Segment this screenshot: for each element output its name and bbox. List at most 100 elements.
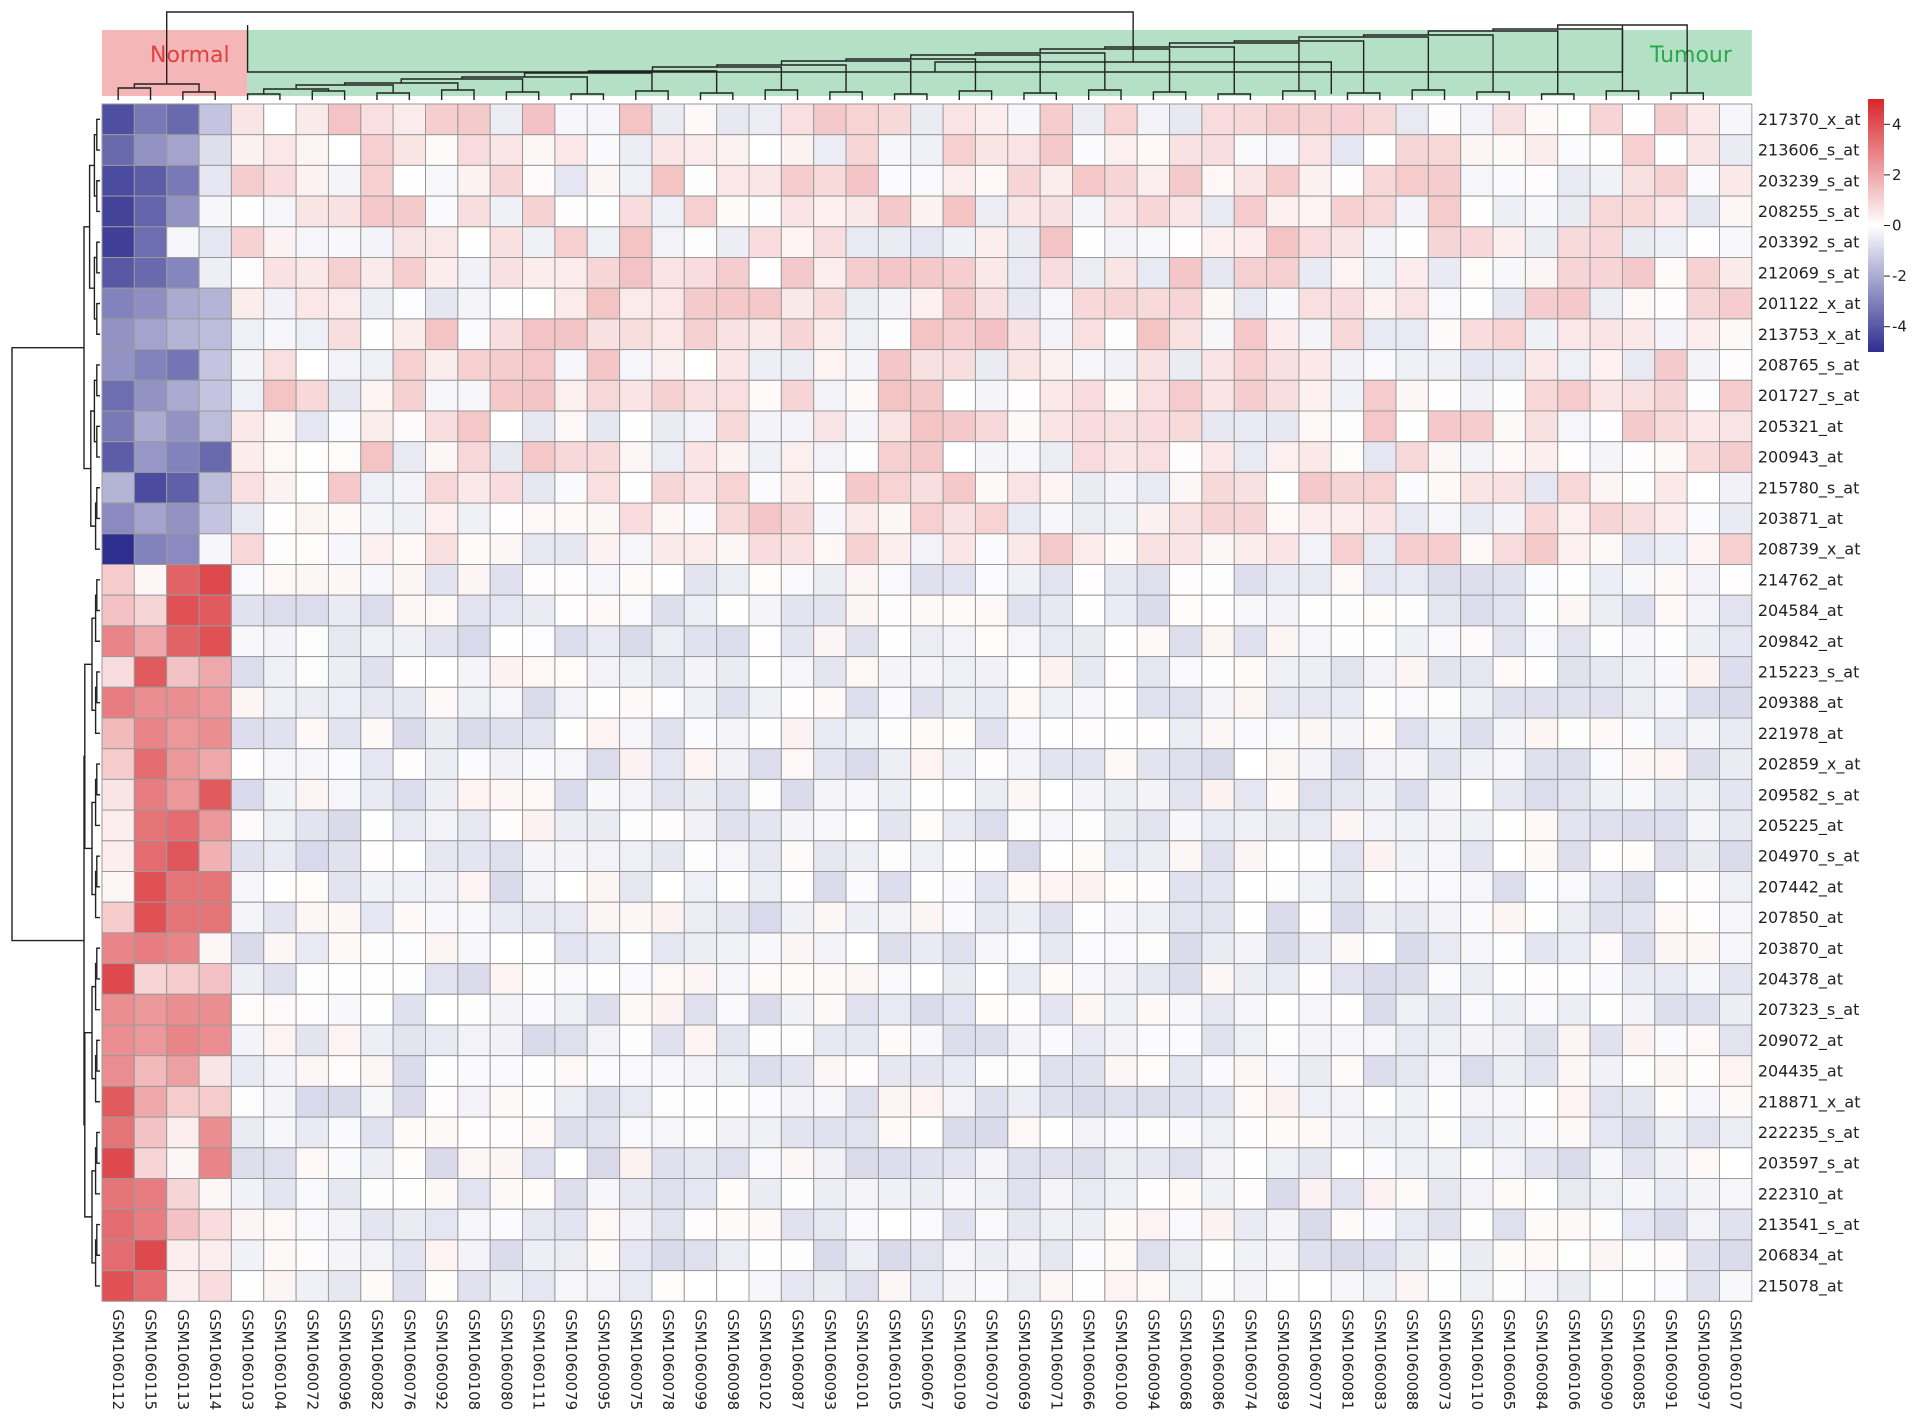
heatmap-cell: [457, 533, 491, 565]
heatmap-cell: [586, 871, 621, 903]
heatmap-cell: [1654, 1116, 1688, 1149]
row-dendrogram: [11, 118, 100, 1287]
heatmap-cell: [1136, 502, 1171, 535]
heatmap-cell: [1719, 195, 1753, 228]
heatmap-cell: [619, 410, 653, 443]
heatmap-cell: [1233, 103, 1268, 136]
heatmap-cell: [910, 594, 944, 627]
row-label: 208765_s_at: [1758, 356, 1860, 376]
heatmap-cell: [1330, 748, 1365, 780]
heatmap-cell: [1039, 594, 1074, 627]
heatmap-cell: [1169, 1116, 1203, 1149]
heatmap-cell: [1104, 502, 1138, 535]
heatmap-cell: [198, 963, 232, 995]
heatmap-cell: [910, 441, 944, 473]
heatmap-cell: [133, 1147, 168, 1180]
column-label: GSM1060113: [174, 1309, 192, 1410]
heatmap-cell: [1492, 932, 1526, 965]
heatmap-cell: [1557, 1147, 1591, 1180]
heatmap-cell: [230, 226, 265, 259]
row-dendrogram-branch: [94, 962, 100, 1011]
heatmap-cell: [457, 1208, 491, 1241]
heatmap-cell: [1233, 195, 1268, 228]
heatmap-cell: [489, 1147, 524, 1180]
heatmap-cell: [166, 871, 200, 903]
heatmap-cell: [1330, 502, 1365, 535]
heatmap-cell: [327, 164, 362, 197]
heatmap-cell: [425, 226, 459, 259]
heatmap-cell: [651, 103, 685, 136]
heatmap-cell: [780, 1239, 815, 1272]
heatmap-cell: [619, 318, 653, 351]
heatmap-cell: [1395, 502, 1429, 535]
heatmap-cell: [1266, 840, 1300, 872]
heatmap-cell: [101, 564, 135, 596]
heatmap-cell: [1363, 809, 1397, 842]
heatmap-cell: [1363, 226, 1397, 259]
row-dendrogram-branch: [94, 502, 100, 550]
heatmap-cell: [1201, 1208, 1235, 1241]
heatmap-cell: [489, 471, 524, 504]
heatmap-cell: [877, 318, 912, 351]
heatmap-cell: [877, 1085, 912, 1118]
heatmap-cell: [522, 594, 556, 627]
heatmap-cell: [974, 1116, 1009, 1149]
heatmap-cell: [1233, 656, 1268, 688]
heatmap-cell: [457, 195, 491, 228]
heatmap-cell: [586, 195, 621, 228]
heatmap-cell: [1621, 871, 1656, 903]
heatmap-cell: [327, 134, 362, 166]
heatmap-cell: [813, 901, 847, 934]
heatmap-cell: [1557, 533, 1591, 565]
heatmap-cell: [974, 195, 1009, 228]
heatmap-cell: [295, 748, 329, 780]
heatmap-cell: [1072, 993, 1106, 1026]
heatmap-cell: [522, 901, 556, 934]
row-label: 218871_x_at: [1758, 1092, 1861, 1112]
heatmap-cell: [1621, 1055, 1656, 1087]
heatmap-cell: [392, 1055, 426, 1087]
heatmap-cell: [942, 533, 976, 565]
heatmap-cell: [263, 901, 297, 934]
heatmap-cell: [942, 1055, 976, 1087]
heatmap-cell: [1330, 778, 1365, 811]
heatmap-cell: [425, 564, 459, 596]
heatmap-cell: [1266, 226, 1300, 259]
heatmap-cell: [198, 686, 232, 719]
heatmap-cell: [327, 471, 362, 504]
heatmap-cell: [198, 1239, 232, 1272]
heatmap-cell: [1039, 993, 1074, 1026]
heatmap-cell: [1298, 717, 1332, 750]
heatmap-cell: [877, 1208, 912, 1241]
heatmap-cell: [1266, 1147, 1300, 1180]
heatmap-cell: [974, 963, 1009, 995]
heatmap-cell: [327, 1239, 362, 1272]
heatmap-cell: [651, 134, 685, 166]
heatmap-cell: [1104, 1116, 1138, 1149]
heatmap-cell: [1104, 871, 1138, 903]
heatmap-cell: [1686, 1055, 1721, 1087]
heatmap-cell: [813, 257, 847, 289]
heatmap-cell: [1104, 103, 1138, 136]
heatmap-cell: [1686, 287, 1721, 320]
heatmap-cell: [1072, 1208, 1106, 1241]
heatmap-cell: [1136, 871, 1171, 903]
heatmap-cell: [1589, 1055, 1623, 1087]
heatmap-cell: [1363, 717, 1397, 750]
heatmap-cell: [1363, 103, 1397, 136]
heatmap-cell: [651, 287, 685, 320]
heatmap-cell: [166, 686, 200, 719]
heatmap-cell: [457, 748, 491, 780]
heatmap-cell: [1524, 840, 1559, 872]
heatmap-cell: [295, 809, 329, 842]
heatmap-cell: [1492, 625, 1526, 658]
heatmap-cell: [1136, 287, 1171, 320]
heatmap-cell: [198, 748, 232, 780]
column-label: GSM1060102: [756, 1309, 774, 1410]
heatmap-cell: [425, 809, 459, 842]
column-label: GSM1060101: [853, 1309, 871, 1410]
heatmap-cell: [683, 778, 718, 811]
heatmap-cell: [813, 656, 847, 688]
heatmap-cell: [166, 533, 200, 565]
heatmap-cell: [1363, 1116, 1397, 1149]
